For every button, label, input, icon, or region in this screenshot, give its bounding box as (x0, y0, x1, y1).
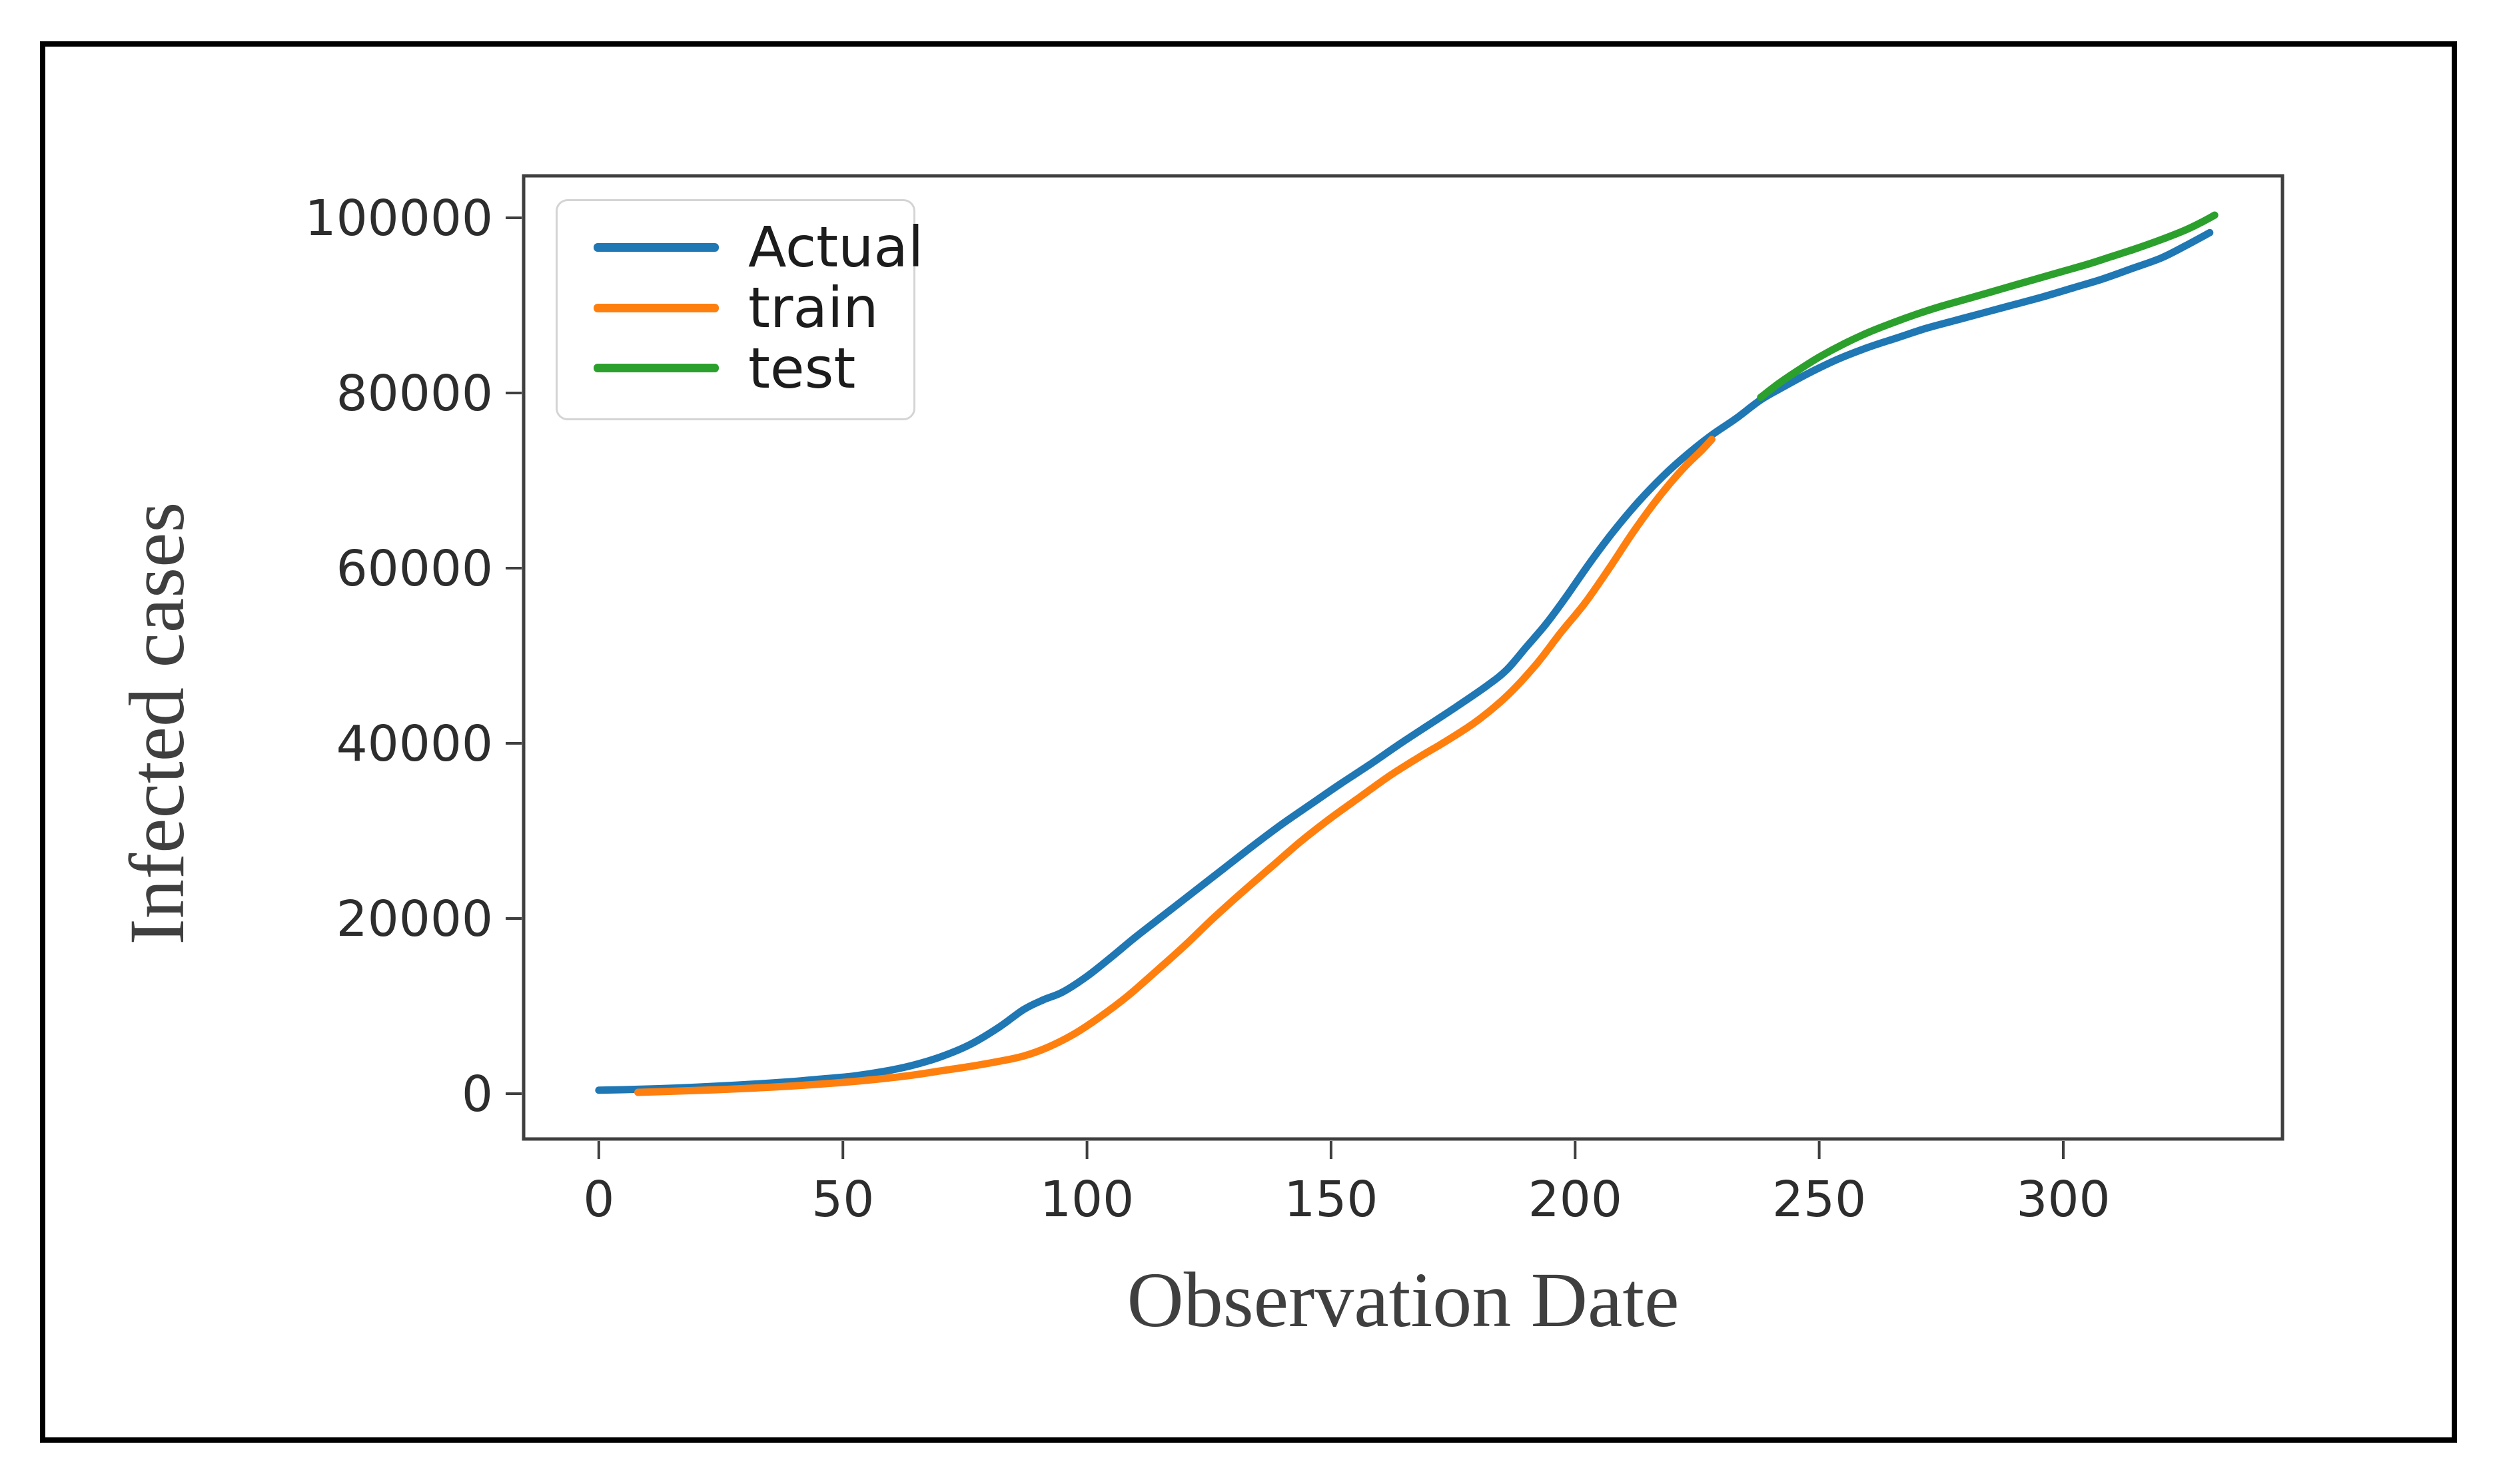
y-tick-label: 0 (462, 1066, 493, 1123)
x-tick-label: 300 (2016, 1171, 2110, 1228)
x-tick-label: 0 (583, 1171, 614, 1228)
legend-label-test: test (748, 335, 856, 401)
x-tick-label: 50 (811, 1171, 874, 1228)
y-tick-label: 20000 (336, 891, 493, 948)
y-axis-title: Infected cases (113, 502, 201, 945)
legend-item-train: train (594, 278, 903, 338)
y-tick-label: 100000 (305, 190, 494, 247)
y-tick-label: 60000 (336, 540, 493, 597)
y-tick-label: 80000 (336, 365, 493, 422)
train-line-swatch (594, 303, 719, 312)
series-line-actual (595, 228, 2214, 1094)
legend: Actual train test (556, 199, 923, 420)
plot-area-border (522, 174, 2284, 1141)
legend-label-actual: Actual (748, 214, 924, 280)
legend-item-test: test (594, 338, 903, 398)
actual-line-swatch (594, 242, 719, 252)
y-tick-label: 40000 (336, 715, 493, 773)
legend-item-actual: Actual (594, 217, 923, 278)
legend-label-train: train (748, 275, 879, 340)
x-tick-label: 150 (1284, 1171, 1378, 1228)
x-tick-label: 100 (1040, 1171, 1134, 1228)
series-line-train (634, 436, 1716, 1096)
x-axis-title: Observation Date (1127, 1256, 1680, 1343)
test-line-swatch (594, 364, 719, 373)
x-tick-label: 200 (1528, 1171, 1622, 1228)
x-tick-label: 250 (1772, 1171, 1866, 1228)
series-line-test (1757, 211, 2219, 402)
